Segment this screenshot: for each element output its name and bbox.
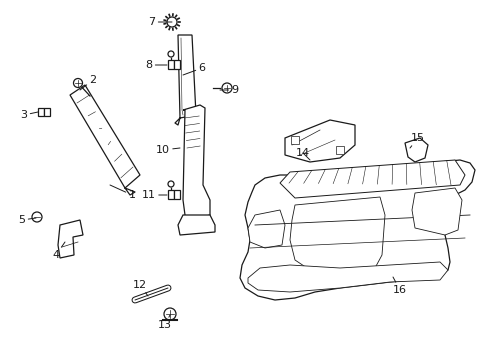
Polygon shape [248,210,285,248]
Text: 6: 6 [183,63,205,75]
Polygon shape [183,105,210,220]
Circle shape [168,181,174,187]
Bar [174,60,180,69]
Polygon shape [58,220,83,258]
Circle shape [32,212,42,222]
Polygon shape [240,160,475,300]
Bar [168,60,174,69]
Bar [38,108,44,116]
Circle shape [164,308,176,320]
Circle shape [168,51,174,57]
Text: 14: 14 [296,148,310,160]
Text: 12: 12 [133,280,148,296]
Text: 7: 7 [148,17,172,27]
Text: 9: 9 [220,85,239,95]
Text: 11: 11 [142,190,167,200]
Circle shape [167,17,177,27]
Bar [336,146,344,154]
Polygon shape [178,215,215,235]
Polygon shape [280,160,465,198]
Text: 16: 16 [393,277,407,295]
Polygon shape [290,197,385,272]
Text: 4: 4 [52,242,65,260]
Circle shape [74,78,82,87]
Text: 15: 15 [410,133,425,148]
Circle shape [222,83,232,93]
Bar [174,190,180,199]
Polygon shape [405,138,428,162]
Polygon shape [412,188,462,235]
Text: 13: 13 [158,315,172,330]
Text: 1: 1 [110,185,136,200]
Polygon shape [285,120,355,162]
Text: 3: 3 [21,110,38,120]
Polygon shape [70,85,140,188]
Polygon shape [248,262,448,292]
Text: 10: 10 [156,145,180,155]
Bar [291,136,299,144]
Text: 5: 5 [19,215,36,225]
Bar [168,190,174,199]
Bar [44,108,50,116]
Text: 8: 8 [146,60,167,70]
Text: 2: 2 [80,75,97,90]
Polygon shape [178,35,196,118]
